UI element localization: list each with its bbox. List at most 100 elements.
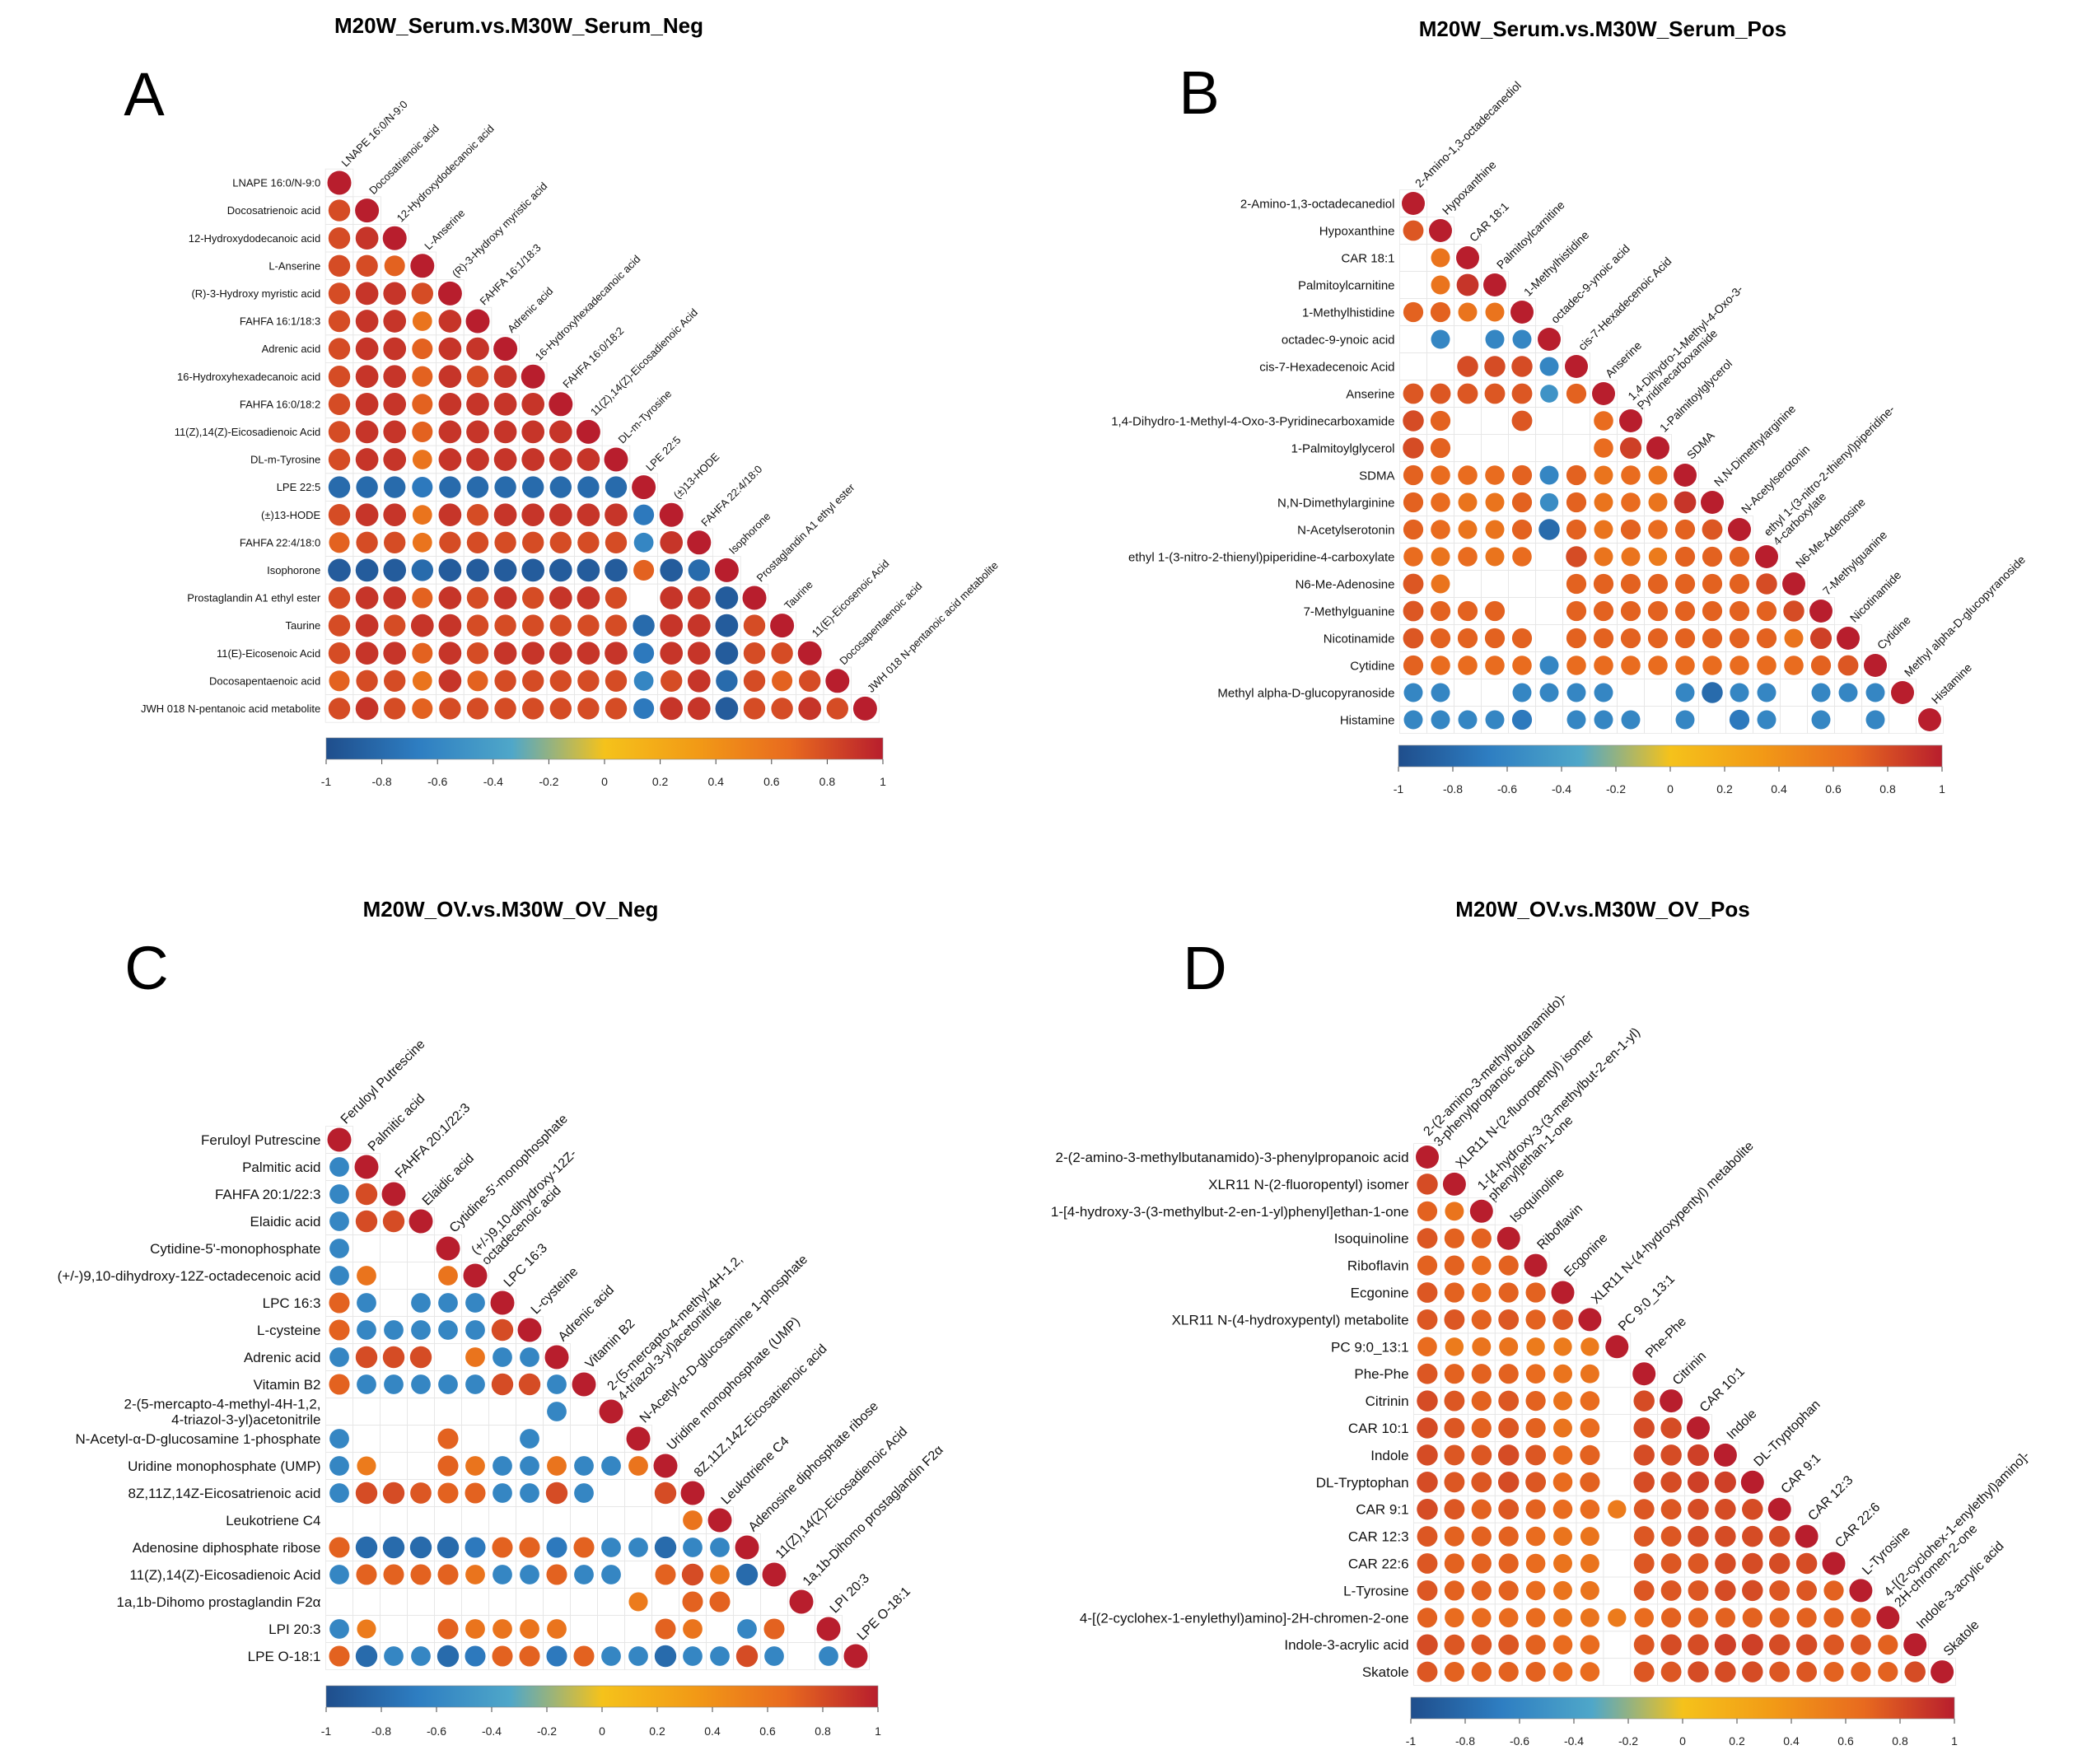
grid-cell	[624, 1479, 652, 1507]
column-label: Cytidine	[1875, 613, 1913, 651]
correlation-circle	[687, 642, 711, 665]
correlation-circle	[1674, 464, 1697, 487]
correlation-circle	[1402, 192, 1425, 215]
colorbar-tick-label: -0.8	[1455, 1734, 1475, 1748]
grid-cell	[570, 1506, 598, 1534]
row-label: 8Z,11Z,14Z-Eicosatrienoic acid	[128, 1486, 320, 1501]
grid-cell	[1928, 1658, 1956, 1686]
correlation-circle	[1891, 681, 1914, 704]
correlation-circle	[1444, 1444, 1465, 1466]
correlation-circle	[1822, 1552, 1846, 1575]
colorbar-tick-label: -0.2	[537, 1724, 557, 1738]
correlation-circle	[1429, 219, 1452, 242]
correlation-circle	[1660, 1634, 1682, 1655]
correlation-circle	[383, 282, 407, 306]
correlation-circle	[520, 1619, 539, 1639]
correlation-circle	[682, 1591, 703, 1612]
row-label: Leukotriene C4	[226, 1513, 320, 1528]
row-label: Histamine	[1340, 713, 1395, 727]
grid-cell	[380, 1398, 408, 1426]
column-label: L-cysteine	[529, 1265, 581, 1318]
row-label: 1,4-Dihydro-1-Methyl-4-Oxo-3-Pyridinecar…	[1111, 414, 1394, 428]
correlation-circle	[1810, 655, 1832, 676]
colorbar-tick-label: 1	[880, 775, 886, 788]
correlation-circle	[357, 1456, 376, 1476]
correlation-circle	[1730, 656, 1749, 675]
correlation-circle	[1416, 1146, 1439, 1169]
grid-cell	[380, 1425, 408, 1453]
row-label: LPC 16:3	[263, 1295, 321, 1311]
correlation-circle	[1471, 1364, 1492, 1384]
correlation-circle	[1417, 1174, 1438, 1195]
correlation-circle	[438, 586, 462, 609]
correlation-circle	[1646, 436, 1669, 460]
correlation-circle	[1742, 1498, 1763, 1520]
correlation-circle	[1498, 1634, 1520, 1655]
correlation-circle	[1715, 1552, 1736, 1575]
grid-cell	[624, 1561, 652, 1589]
correlation-circle	[1729, 709, 1750, 730]
correlation-circle	[1823, 1634, 1844, 1655]
correlation-circle	[438, 669, 462, 693]
correlation-circle	[355, 614, 379, 637]
correlation-circle	[1485, 329, 1505, 349]
correlation-circle	[1566, 683, 1586, 702]
correlation-circle	[1674, 573, 1696, 595]
correlation-circle	[1496, 1226, 1520, 1250]
row-label: 4-[(2-cyclohex-1-enylethyl)amino]-2H-chr…	[1080, 1610, 1409, 1626]
colorbar-tick-label: -0.8	[371, 1724, 391, 1738]
correlation-circle	[797, 641, 822, 665]
correlation-circle	[546, 1564, 567, 1585]
correlation-circle	[1553, 1527, 1572, 1547]
correlation-circle	[356, 670, 378, 692]
colorbar	[1398, 744, 1943, 768]
correlation-circle	[327, 170, 352, 195]
correlation-circle	[1580, 1418, 1600, 1438]
correlation-circle	[1878, 1661, 1898, 1682]
grid-cell	[629, 583, 658, 613]
correlation-circle	[743, 642, 766, 665]
correlation-circle	[547, 1374, 567, 1394]
correlation-circle	[735, 1535, 759, 1560]
correlation-circle	[1688, 1661, 1709, 1682]
colorbar-tick-label: 0	[1667, 782, 1674, 796]
correlation-circle	[605, 476, 628, 498]
correlation-circle	[798, 697, 822, 721]
correlation-circle	[383, 503, 407, 527]
correlation-circle	[328, 642, 351, 665]
grid-cell	[488, 1398, 516, 1426]
correlation-circle	[412, 421, 433, 442]
correlation-circle	[1472, 1255, 1492, 1276]
correlation-circle	[521, 364, 545, 389]
grid-cell	[1508, 570, 1536, 598]
column-label: Indole	[1725, 1407, 1760, 1442]
correlation-circle	[1918, 708, 1941, 731]
correlation-circle	[1633, 1634, 1655, 1655]
correlation-circle	[411, 1646, 431, 1666]
correlation-circle	[521, 503, 545, 527]
correlation-circle	[605, 698, 628, 720]
column-label: CAR 12:3	[1805, 1473, 1856, 1524]
correlation-circle	[412, 670, 432, 691]
correlation-circle	[357, 1320, 376, 1340]
grid-cell	[597, 1479, 625, 1507]
correlation-circle	[494, 698, 516, 720]
correlation-circle	[1553, 1554, 1572, 1573]
correlation-circle	[1525, 1472, 1547, 1493]
row-label: CAR 22:6	[1348, 1556, 1409, 1571]
correlation-circle	[1809, 600, 1833, 623]
correlation-circle	[1580, 1499, 1600, 1519]
correlation-circle	[328, 698, 351, 720]
correlation-circle	[1498, 1526, 1519, 1547]
correlation-circle	[1674, 546, 1696, 567]
correlation-circle	[1767, 1497, 1791, 1521]
correlation-circle	[743, 698, 766, 720]
grid-cell	[851, 694, 880, 723]
correlation-circle	[411, 1374, 431, 1394]
grid-cell	[1426, 352, 1454, 380]
row-label: Ecgonine	[1351, 1285, 1409, 1300]
row-label: SDMA	[1359, 469, 1394, 483]
correlation-circle	[494, 476, 516, 498]
correlation-circle	[1795, 1552, 1818, 1575]
